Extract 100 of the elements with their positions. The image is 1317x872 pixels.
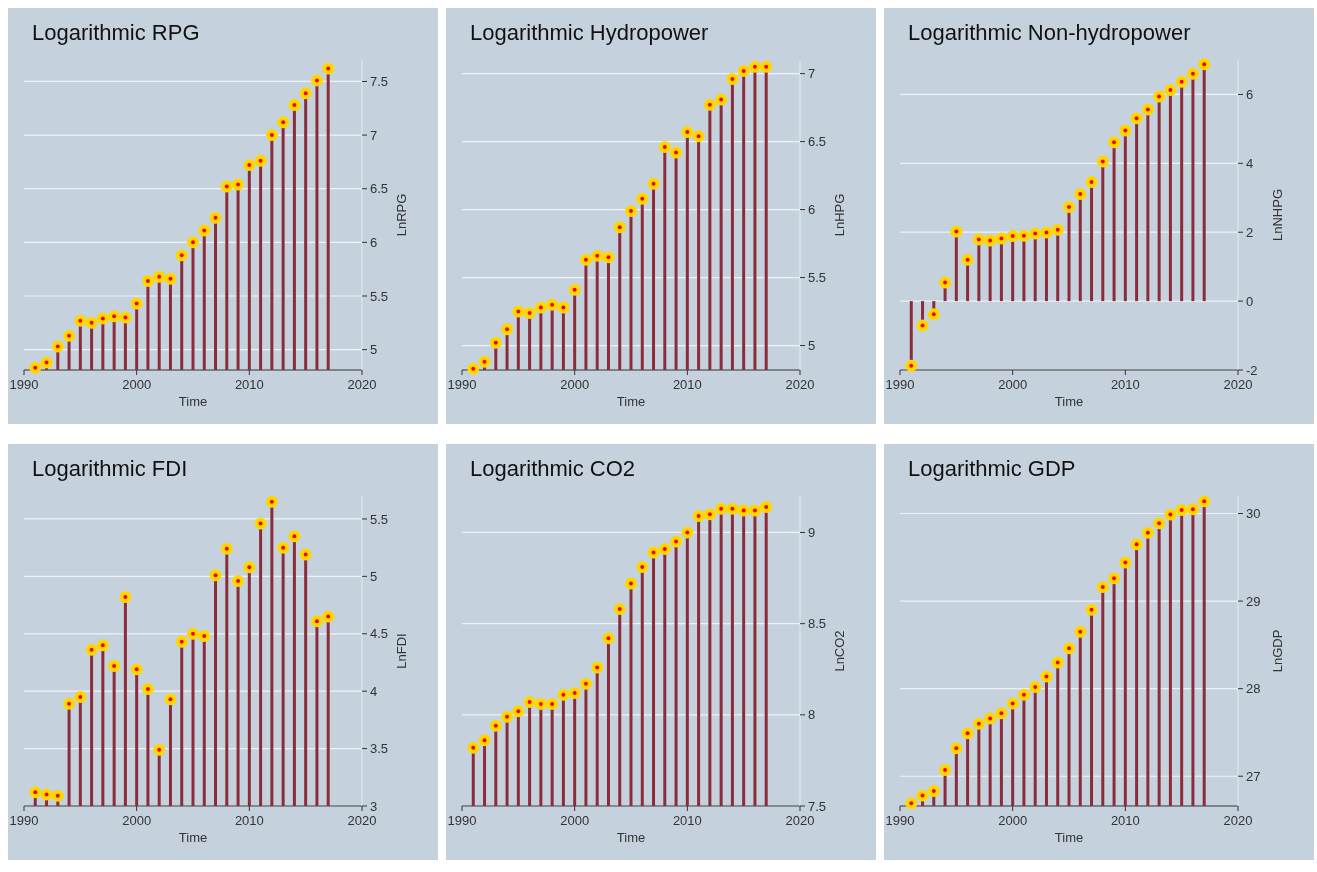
y-tick-label: 0 bbox=[1246, 293, 1254, 309]
point bbox=[546, 697, 559, 710]
point bbox=[1198, 58, 1211, 71]
point bbox=[141, 274, 154, 287]
point bbox=[546, 298, 559, 311]
point bbox=[1063, 642, 1075, 655]
point bbox=[232, 574, 245, 587]
point bbox=[748, 60, 761, 73]
chart-title: Logarithmic RPG bbox=[32, 20, 200, 45]
x-tick-label: 2010 bbox=[1110, 377, 1140, 392]
y-tick-label: 7.5 bbox=[808, 798, 827, 814]
point bbox=[715, 502, 728, 515]
point bbox=[489, 336, 502, 349]
point bbox=[220, 542, 233, 555]
y-axis-title: LnRPG bbox=[394, 193, 409, 237]
point bbox=[1085, 603, 1098, 616]
x-tick-label: 2010 bbox=[672, 813, 702, 828]
x-axis-title: Time bbox=[1054, 394, 1084, 409]
point bbox=[1130, 112, 1143, 125]
point bbox=[119, 591, 132, 604]
point bbox=[288, 99, 301, 112]
point bbox=[613, 603, 626, 616]
point bbox=[1006, 230, 1019, 243]
point bbox=[636, 561, 649, 574]
y-tick-label: 6 bbox=[370, 234, 378, 250]
point bbox=[523, 306, 536, 319]
point bbox=[613, 221, 626, 234]
x-axis-title: Time bbox=[616, 394, 646, 409]
point bbox=[63, 697, 76, 710]
chart-title: Logarithmic GDP bbox=[908, 456, 1076, 481]
point bbox=[299, 87, 312, 100]
point bbox=[647, 177, 660, 190]
x-tick-label: 1990 bbox=[9, 377, 39, 392]
point bbox=[950, 742, 963, 755]
point bbox=[1164, 508, 1177, 521]
point bbox=[198, 630, 211, 643]
point bbox=[96, 639, 109, 652]
point bbox=[108, 659, 121, 672]
x-tick-label: 2020 bbox=[1223, 377, 1253, 392]
point bbox=[760, 60, 773, 73]
point bbox=[591, 249, 604, 262]
y-tick-label: 5 bbox=[370, 568, 378, 584]
y-axis-title: LnHPG bbox=[832, 193, 847, 237]
point bbox=[467, 362, 480, 375]
point bbox=[1198, 495, 1211, 508]
point bbox=[916, 319, 929, 332]
point bbox=[557, 301, 570, 314]
point bbox=[277, 116, 290, 129]
y-tick-label: 6.5 bbox=[370, 181, 389, 197]
y-tick-label: 3.5 bbox=[370, 741, 389, 757]
point bbox=[209, 569, 222, 582]
point bbox=[681, 126, 694, 139]
x-tick-label: 2000 bbox=[122, 813, 152, 828]
point bbox=[512, 705, 525, 718]
x-tick-label: 1990 bbox=[885, 377, 915, 392]
y-axis-title: LnNHPG bbox=[1270, 188, 1285, 242]
x-tick-label: 2020 bbox=[785, 813, 815, 828]
x-axis-title: Time bbox=[178, 830, 208, 845]
y-tick-label: 7 bbox=[808, 66, 816, 82]
x-tick-label: 2000 bbox=[998, 813, 1028, 828]
x-tick-label: 2000 bbox=[560, 377, 590, 392]
point bbox=[591, 661, 604, 674]
x-tick-label: 2020 bbox=[347, 813, 377, 828]
x-tick-label: 2010 bbox=[234, 813, 264, 828]
x-tick-label: 2000 bbox=[998, 377, 1028, 392]
x-tick-label: 1990 bbox=[447, 813, 477, 828]
chart-title: Logarithmic Hydropower bbox=[470, 20, 709, 45]
point bbox=[1006, 697, 1019, 710]
point bbox=[243, 159, 256, 172]
point bbox=[51, 789, 64, 802]
point bbox=[658, 542, 671, 555]
point bbox=[523, 696, 536, 709]
point bbox=[63, 329, 76, 342]
y-tick-label: 7.5 bbox=[370, 74, 389, 89]
x-tick-label: 2000 bbox=[560, 813, 590, 828]
point bbox=[198, 224, 211, 237]
point bbox=[995, 232, 1008, 245]
point bbox=[602, 632, 615, 645]
point bbox=[243, 561, 256, 574]
point bbox=[153, 270, 166, 283]
point bbox=[51, 340, 64, 353]
point bbox=[1130, 538, 1143, 551]
y-tick-label: 5 bbox=[370, 342, 378, 358]
y-tick-label: 5.5 bbox=[370, 511, 389, 527]
point bbox=[1040, 670, 1053, 683]
point bbox=[961, 253, 974, 266]
point bbox=[85, 643, 98, 656]
y-tick-label: 9 bbox=[808, 525, 816, 541]
y-tick-label: 8.5 bbox=[808, 616, 827, 632]
point bbox=[467, 741, 480, 754]
point bbox=[692, 130, 705, 143]
point bbox=[187, 627, 199, 640]
point bbox=[939, 764, 952, 777]
x-tick-label: 2010 bbox=[1110, 813, 1140, 828]
point bbox=[1164, 83, 1177, 96]
y-tick-label: 28 bbox=[1246, 681, 1261, 697]
point bbox=[489, 719, 502, 732]
point bbox=[972, 717, 985, 730]
point bbox=[692, 510, 705, 523]
point bbox=[175, 249, 188, 262]
